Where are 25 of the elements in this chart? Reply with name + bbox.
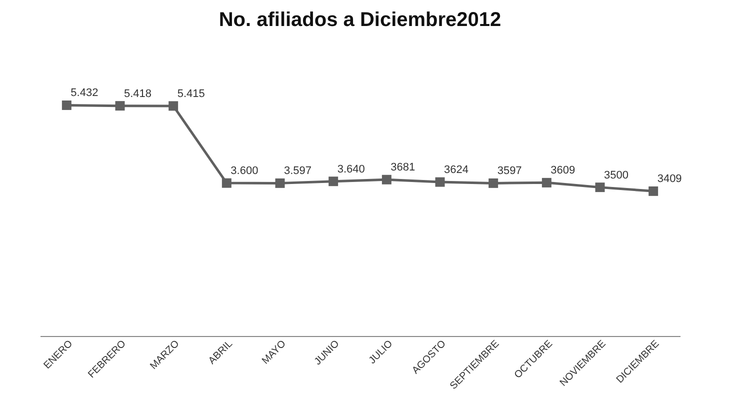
point [275,178,285,188]
point [62,100,72,110]
point [222,178,232,188]
data-label: 3.600 [230,165,258,178]
data-label: 3409 [657,173,682,186]
point [595,182,605,192]
point [648,186,658,196]
data-label: 5.418 [124,88,152,100]
point [435,177,445,187]
data-label: 3681 [390,162,416,174]
data-label: 3500 [604,169,628,182]
data-label: 3.640 [337,163,365,176]
point [488,178,498,188]
point [115,101,125,111]
point [542,178,552,188]
data-label: 3597 [497,165,522,178]
data-label: 3.597 [284,165,312,178]
data-label: 5.432 [70,87,98,100]
point [382,174,392,184]
data-label: 5.415 [177,88,205,100]
data-label: 3624 [444,164,468,176]
point [168,101,178,111]
point [328,176,338,186]
chart-title: No. afiliados a Diciembre2012 [218,9,502,31]
data-label: 3609 [550,164,576,177]
